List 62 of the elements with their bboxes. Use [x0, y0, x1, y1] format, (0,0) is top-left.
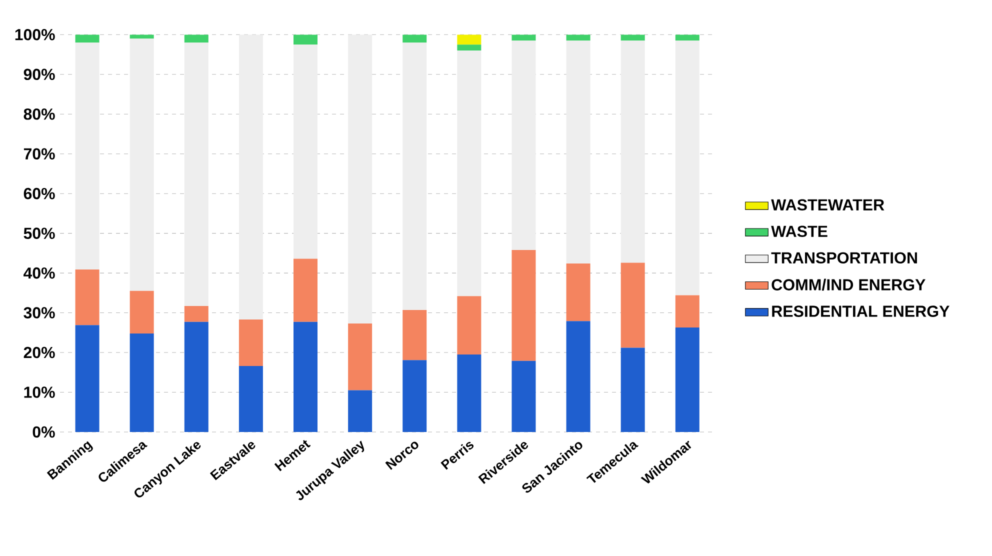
- bar: [620, 262, 645, 348]
- bar: [75, 269, 100, 326]
- bar: [675, 295, 700, 328]
- bar: [566, 321, 590, 432]
- bar: [294, 258, 318, 322]
- bar: [238, 366, 263, 432]
- bar: [184, 322, 208, 432]
- bar: [512, 360, 536, 432]
- bar: [184, 306, 208, 322]
- y-tick-label: 100%: [15, 29, 55, 40]
- y-tick-label: 30%: [24, 307, 55, 318]
- legend-label: COMM/IND ENERGY: [772, 278, 926, 291]
- legend-label: WASTEWATER: [771, 199, 884, 211]
- bar: [457, 354, 482, 432]
- y-tick-label: 60%: [24, 188, 55, 200]
- bar: [238, 34, 263, 320]
- y-tick-label: 90%: [24, 68, 55, 80]
- bar: [620, 34, 645, 41]
- bar: [75, 325, 100, 432]
- y-tick-label: 40%: [24, 267, 55, 279]
- bar: [675, 40, 700, 296]
- legend-label: WASTE: [771, 226, 828, 238]
- bar: [512, 250, 536, 361]
- y-tick-label: 20%: [24, 346, 55, 358]
- bar: [675, 34, 700, 41]
- bar: [566, 40, 590, 264]
- bar: [130, 290, 154, 334]
- bar: [457, 296, 482, 355]
- legend-label: RESIDENTIAL ENERGY: [772, 306, 950, 317]
- y-tick-label: 80%: [24, 108, 55, 120]
- bar: [348, 390, 372, 432]
- bar: [512, 40, 536, 250]
- bar: [566, 34, 590, 41]
- y-tick-label: 50%: [24, 228, 55, 239]
- bar: [294, 322, 318, 432]
- y-tick-label: 10%: [24, 386, 55, 398]
- y-tick-label: 0%: [32, 426, 55, 438]
- bar: [675, 327, 700, 432]
- y-tick-label: 70%: [24, 148, 55, 160]
- bar: [294, 34, 318, 45]
- bar: [457, 44, 482, 51]
- bar: [512, 34, 536, 41]
- bar: [238, 320, 263, 366]
- bar: [620, 348, 645, 432]
- bar: [294, 44, 318, 259]
- bar: [402, 42, 427, 310]
- bar: [130, 333, 154, 432]
- bar: [348, 324, 372, 390]
- bar: [75, 42, 100, 270]
- legend-label: TRANSPORTATION: [771, 252, 917, 264]
- bar: [348, 34, 372, 324]
- bar: [184, 34, 208, 43]
- bar: [130, 38, 154, 291]
- bar: [402, 360, 427, 432]
- bar: [75, 34, 100, 43]
- bar: [402, 310, 427, 360]
- bar: [457, 50, 482, 296]
- bar: [184, 42, 208, 306]
- bar: [402, 34, 427, 43]
- bar: [566, 264, 590, 322]
- bar: [620, 40, 645, 263]
- bar: [457, 34, 482, 45]
